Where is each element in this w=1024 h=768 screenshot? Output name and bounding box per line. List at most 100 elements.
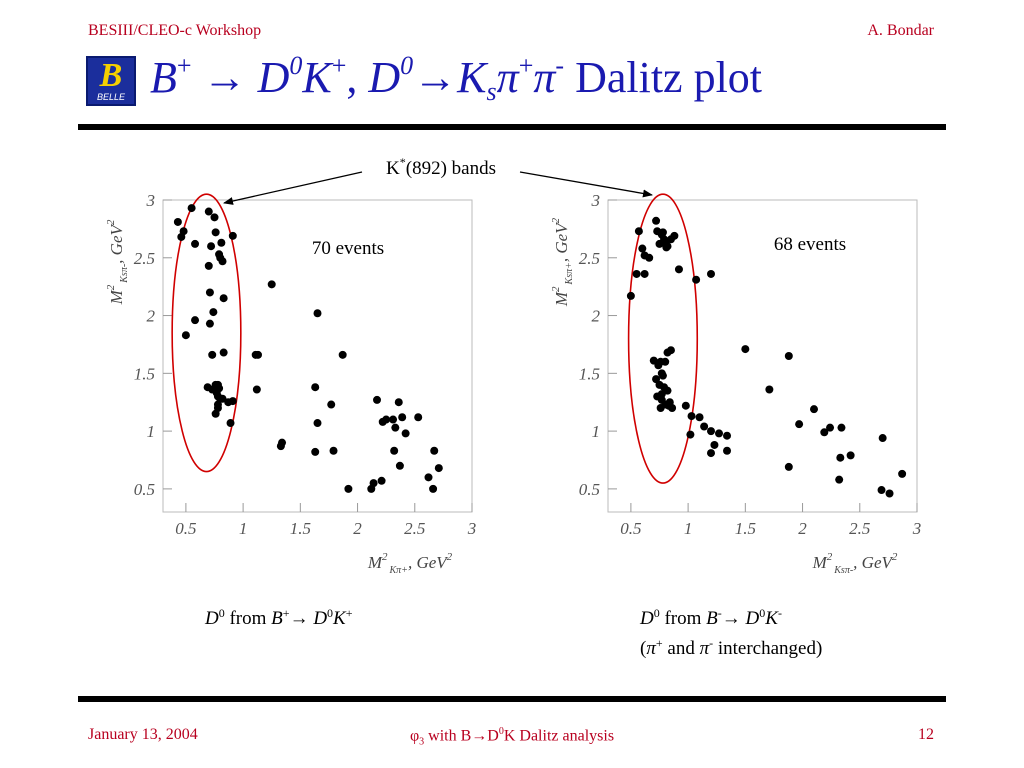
event-point [835,475,844,484]
y-tick-label: 0.5 [134,480,155,499]
annotation-arrow-right [519,171,653,198]
event-point [191,239,200,248]
caption-right: D0 from B-→ D0K- [640,606,782,630]
event-point [228,231,237,240]
event-point [311,383,320,392]
event-point [391,423,400,432]
title-pi1-charge: + [518,51,534,80]
event-point [217,238,226,247]
event-point [826,423,835,432]
caption-right-arrow: → [721,608,741,629]
caption-right-open: ( [640,638,647,659]
event-point [765,385,774,394]
title-b: B [150,53,177,102]
caption-left: D0 from B+→ D0K+ [205,606,353,630]
event-point [645,253,654,262]
y-tick-label: 2 [147,307,156,326]
event-point [784,352,793,360]
y-axis-label: M2Ksπ-, GeV2 [105,219,130,305]
event-point [820,428,829,437]
event-point [251,350,260,359]
event-point [700,422,709,431]
event-point [662,243,671,252]
event-point [885,489,894,498]
event-point [187,204,196,213]
title-arrow-1: → [202,53,247,102]
plot-frame [607,199,918,513]
caption-left-d2: D [313,608,328,629]
event-point [670,231,679,240]
event-point [208,350,217,359]
y-tick-label: 2.5 [134,249,155,268]
kstar-band-ellipse [627,193,699,484]
event-point [707,427,715,436]
footer-phi-sub: 3 [419,736,425,748]
slide-title: B+ → D0K+, D0→Ksπ+π- Dalitz plot [150,51,762,105]
caption-right-k: K [765,608,778,629]
y-axis-label: M2Ksπ+, GeV2 [550,217,575,307]
title-d2: D [368,53,401,102]
event-point [378,417,387,426]
y-tick-label: 1.5 [134,364,155,383]
event-point [373,395,382,404]
caption-left-k: K [333,608,346,629]
event-point [666,346,675,355]
event-point [626,291,635,300]
x-tick-label: 3 [467,519,477,538]
caption-right-k-sup: - [777,606,782,620]
caption-left-d-sup: 0 [218,606,225,620]
caption-right-pi-a-sup: + [655,636,663,650]
caption-right-pi-b: π [699,638,710,659]
caption-left-b: B [271,608,283,629]
event-point [209,308,218,317]
caption-right-close: interchanged) [717,638,823,659]
dalitz-plot-2: 0.5 1 1.5 2 2.5 3 0.5 1 1.5 2 2.5 3 M2Ksπ-, GeV2 M2Ks… [550,191,921,576]
footer-page-number: 12 [918,726,934,743]
top-divider [78,124,946,130]
event-point [219,348,228,357]
y-tick-label: 1.5 [579,364,600,383]
event-point [846,451,855,460]
x-tick-label: 2.5 [849,519,870,538]
event-point [658,371,667,380]
event-point [640,269,649,278]
event-point [652,375,661,384]
event-point [784,462,793,471]
event-point [661,357,670,366]
x-tick-label: 2 [798,519,807,538]
y-tick-label: 3 [591,191,601,210]
event-point [837,423,846,432]
event-point [795,420,804,429]
footer-phi: φ [409,727,420,745]
event-count-label: 70 events [312,238,384,259]
event-point [723,431,732,440]
event-point [216,253,225,262]
title-pi1: π [496,53,519,102]
footer-talk-title: φ3 with B→D0K Dalitz analysis [0,726,1024,748]
event-point [211,228,220,237]
event-point [681,401,690,410]
caption-right-d: D [640,608,654,629]
event-point [414,413,423,422]
caption-right-pi-b-sup: - [709,636,714,650]
title-d1-sup: 0 [289,51,303,80]
event-point [329,446,338,455]
event-point [207,242,216,251]
event-point [276,442,285,451]
x-tick-label: 3 [912,519,922,538]
event-point [313,309,322,318]
x-axis-label: M2Kπ+, GeV2 [367,551,453,576]
event-point [267,280,276,289]
event-point [715,429,724,438]
caption-left-d2-sup: 0 [327,606,334,620]
title-k: K [302,53,332,102]
event-point [877,486,886,495]
caption-right-d2: D [745,608,760,629]
footer-date: January 13, 2004 [88,726,198,743]
annotation-rest: (892) bands [406,158,496,179]
event-point [658,228,667,237]
event-point [191,316,200,325]
event-point [664,401,673,410]
event-point [655,239,664,248]
